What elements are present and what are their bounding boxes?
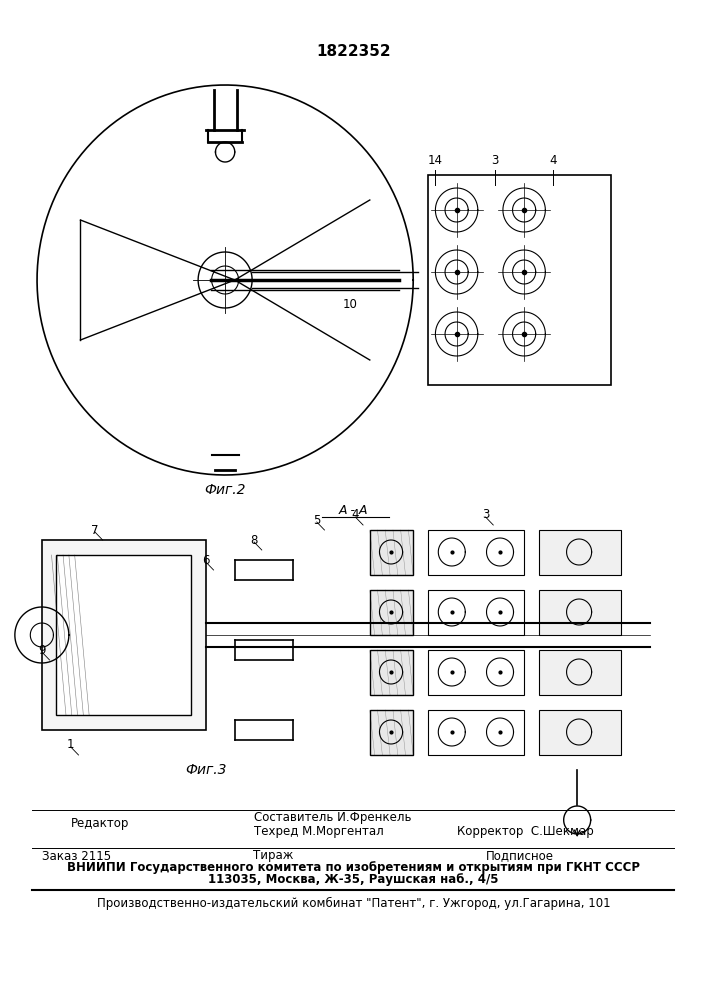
Text: 14: 14 (428, 153, 443, 166)
Text: А - А: А - А (339, 504, 368, 516)
Bar (539, 590, 621, 635)
Bar (539, 650, 621, 695)
Text: 4: 4 (549, 153, 557, 166)
Bar (428, 650, 524, 695)
Text: Подписное: Подписное (486, 850, 554, 862)
Text: 3: 3 (482, 508, 489, 522)
Text: 5: 5 (313, 514, 320, 526)
Text: Тираж: Тираж (253, 850, 293, 862)
Text: Редактор: Редактор (71, 818, 129, 830)
Bar (370, 710, 413, 755)
Bar (539, 710, 621, 755)
Text: ВНИИПИ Государственного комитета по изобретениям и открытиям при ГКНТ СССР: ВНИИПИ Государственного комитета по изоб… (67, 861, 640, 874)
Bar (428, 710, 524, 755)
Bar (428, 590, 524, 635)
Text: Составитель И.Френкель: Составитель И.Френкель (254, 812, 411, 824)
Text: 1822352: 1822352 (316, 44, 391, 60)
Text: Заказ 2115: Заказ 2115 (42, 850, 111, 862)
Bar (370, 590, 413, 635)
Bar (539, 530, 621, 575)
Text: 1: 1 (67, 738, 74, 752)
Text: 6: 6 (202, 554, 209, 566)
Bar (42, 540, 206, 730)
Text: 8: 8 (250, 534, 258, 546)
Text: 113035, Москва, Ж-35, Раушская наб., 4/5: 113035, Москва, Ж-35, Раушская наб., 4/5 (208, 874, 498, 886)
Text: 4: 4 (351, 508, 359, 522)
Text: Фиг.2: Фиг.2 (204, 483, 246, 497)
Bar (428, 175, 611, 385)
Text: 10: 10 (343, 298, 358, 312)
Text: 7: 7 (91, 524, 99, 536)
Bar (370, 530, 413, 575)
Text: 3: 3 (491, 153, 499, 166)
Text: Производственно-издательский комбинат "Патент", г. Ужгород, ул.Гагарина, 101: Производственно-издательский комбинат "П… (97, 896, 610, 910)
Bar (428, 530, 524, 575)
Text: Фиг.3: Фиг.3 (185, 763, 226, 777)
Bar (57, 555, 192, 715)
Text: 9: 9 (38, 644, 46, 656)
Text: Корректор  С.Шекмар: Корректор С.Шекмар (457, 826, 593, 838)
Text: Техред М.Моргентал: Техред М.Моргентал (254, 826, 384, 838)
Bar (370, 650, 413, 695)
